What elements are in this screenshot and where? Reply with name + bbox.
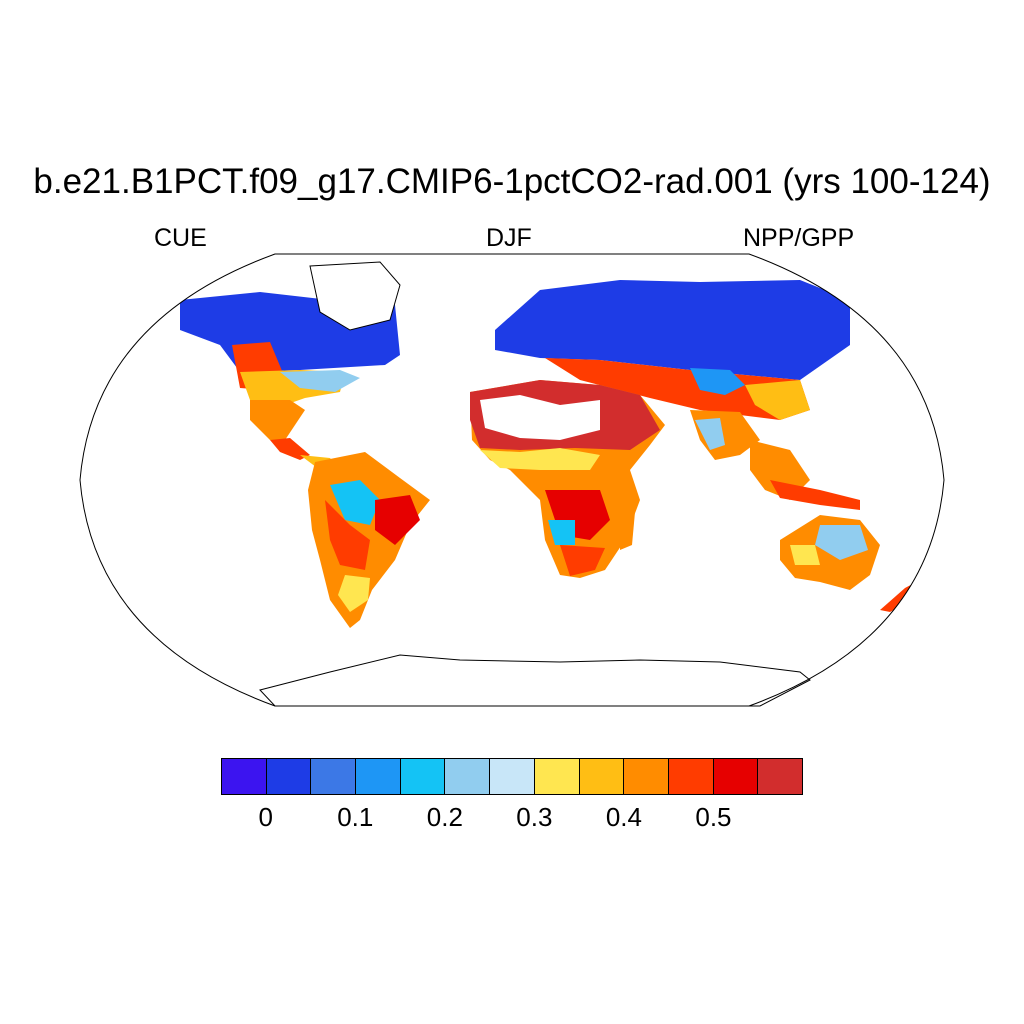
colorbar-bin <box>624 759 669 794</box>
australia-field <box>780 515 920 612</box>
colorbar-bin <box>579 759 625 794</box>
colorbar <box>221 758 803 795</box>
colorbar-bin <box>266 759 312 794</box>
colorbar-bin <box>445 759 491 794</box>
colorbar-bin <box>758 759 802 794</box>
land-fields <box>180 261 920 628</box>
antarctica-outline <box>259 654 811 707</box>
eurasia-field <box>495 280 860 510</box>
colorbar-bin <box>668 759 714 794</box>
colorbar-bin <box>222 759 267 794</box>
colorbar-bin <box>490 759 535 794</box>
south-america-field <box>308 452 430 628</box>
colorbar-bin <box>713 759 759 794</box>
colorbar-bin <box>311 759 357 794</box>
map-boundary <box>79 253 945 707</box>
colorbar-tick-label: 0.3 <box>516 802 553 832</box>
africa-field <box>470 380 665 578</box>
center-label: DJF <box>486 224 532 252</box>
colorbar-tick-label: 0.4 <box>605 802 642 832</box>
colorbar-bin <box>400 759 446 794</box>
greenland-outline <box>309 261 401 331</box>
colorbar-tick-label: 0 <box>258 802 273 832</box>
plot-title: b.e21.B1PCT.f09_g17.CMIP6-1pctCO2-rad.00… <box>33 162 991 201</box>
colorbar-tick-label: 0.2 <box>426 802 463 832</box>
left-label: CUE <box>154 224 207 252</box>
colorbar-bin <box>356 759 401 794</box>
colorbar-tick-label: 0.5 <box>695 802 732 832</box>
colorbar-bin <box>534 759 580 794</box>
right-label: NPP/GPP <box>743 224 855 252</box>
colorbar-tick-label: 0.1 <box>337 802 374 832</box>
